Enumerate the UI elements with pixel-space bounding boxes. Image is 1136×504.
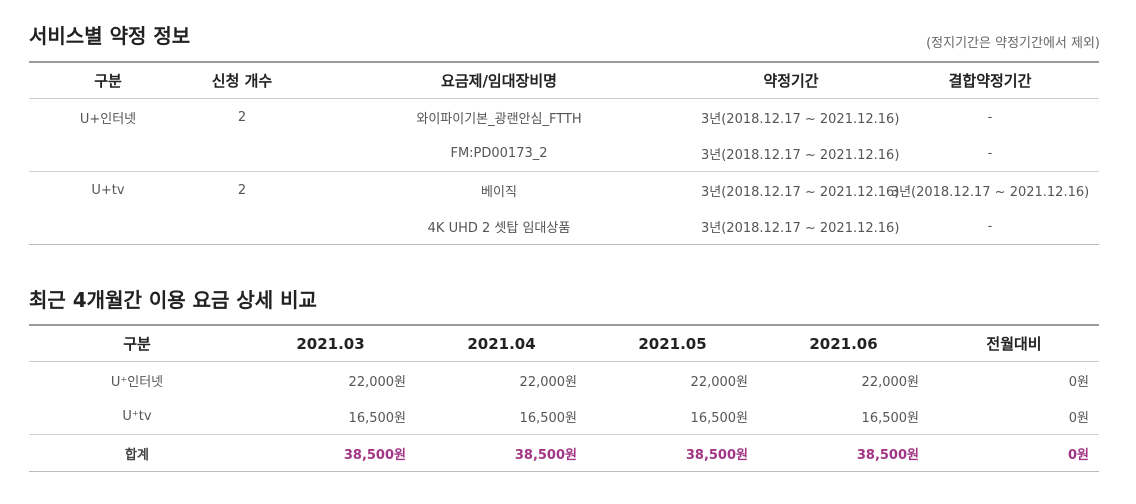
header-bundle-period: 결합약정기간: [881, 62, 1099, 99]
total-diff: 0원: [929, 434, 1099, 472]
contract-period: 3년(2018.12.17 ~ 2021.12.16): [701, 111, 900, 127]
header-category: 구분: [29, 325, 245, 362]
header-month-4: 2021.06: [758, 325, 929, 362]
table-row: U⁺인터넷 22,000원 22,000원 22,000원 22,000원 0원: [29, 362, 1099, 399]
bundle-period: -: [987, 109, 993, 125]
header-month-1: 2021.03: [245, 325, 416, 362]
service-count: [187, 135, 297, 172]
service-name: [29, 135, 187, 172]
service-name: U⁺tv: [122, 408, 152, 424]
contract-header-row: 구분 신청 개수 요금제/임대장비명 약정기간 결합약정기간: [29, 62, 1099, 99]
contract-section-title: 서비스별 약정 정보: [29, 24, 191, 48]
month-diff: 0원: [1068, 410, 1089, 426]
bundle-period: -: [881, 135, 1099, 172]
total-amount: 38,500원: [245, 434, 416, 472]
plan-name: 베이직: [481, 184, 517, 200]
total-amount: 38,500원: [587, 434, 758, 472]
month-amount: 16,500원: [348, 410, 406, 426]
total-row: 합계 38,500원 38,500원 38,500원 38,500원 0원: [29, 434, 1099, 472]
service-count: 2: [237, 109, 247, 125]
month-amount: 16,500원: [861, 410, 919, 426]
contract-period: 3년(2018.12.17 ~ 2021.12.16): [701, 184, 900, 200]
service-name: U+인터넷: [79, 111, 137, 127]
service-count: [187, 208, 297, 245]
header-count: 신청 개수: [187, 62, 297, 99]
total-label: 합계: [29, 434, 245, 472]
service-name: U+tv: [91, 182, 125, 198]
month-amount: 22,000원: [348, 374, 406, 390]
table-row: U+tv 2 베이직 3년(2018.12.17 ~ 2021.12.16) 3…: [29, 172, 1099, 209]
month-amount: 16,500원: [519, 410, 577, 426]
suspension-note: (정지기간은 약정기간에서 제외): [926, 36, 1100, 51]
service-count: 2: [237, 182, 247, 198]
contract-period: 3년(2018.12.17 ~ 2021.12.16): [701, 135, 899, 172]
service-name: U⁺인터넷: [110, 374, 164, 390]
billing-section-title: 최근 4개월간 이용 요금 상세 비교: [29, 288, 317, 312]
table-row: U⁺tv 16,500원 16,500원 16,500원 16,500원 0원: [29, 398, 1099, 435]
header-period: 약정기간: [701, 62, 881, 99]
bundle-period: -: [987, 218, 993, 234]
bundle-period: 3년(2018.12.17 ~ 2021.12.16): [890, 184, 1090, 200]
billing-header-row: 구분 2021.03 2021.04 2021.05 2021.06 전월대비: [29, 325, 1099, 362]
billing-table: 구분 2021.03 2021.04 2021.05 2021.06 전월대비 …: [29, 324, 1099, 472]
plan-name: 4K UHD 2 셋탑 임대상품: [427, 220, 571, 236]
header-month-2: 2021.04: [416, 325, 587, 362]
contract-period: 3년(2018.12.17 ~ 2021.12.16): [701, 220, 900, 236]
total-amount: 38,500원: [416, 434, 587, 472]
contract-table: 구분 신청 개수 요금제/임대장비명 약정기간 결합약정기간 U+인터넷 2 와…: [29, 61, 1099, 245]
table-row: FM:PD00173_2 3년(2018.12.17 ~ 2021.12.16)…: [29, 135, 1099, 172]
header-month-3: 2021.05: [587, 325, 758, 362]
service-name: [29, 208, 187, 245]
header-month-diff: 전월대비: [929, 325, 1099, 362]
header-category: 구분: [29, 62, 187, 99]
month-amount: 22,000원: [519, 374, 577, 390]
month-diff: 0원: [1068, 374, 1089, 390]
plan-name: FM:PD00173_2: [297, 135, 701, 172]
table-row: 4K UHD 2 셋탑 임대상품 3년(2018.12.17 ~ 2021.12…: [29, 208, 1099, 245]
month-amount: 22,000원: [861, 374, 919, 390]
total-amount: 38,500원: [758, 434, 929, 472]
month-amount: 16,500원: [690, 410, 748, 426]
plan-name: 와이파이기본_광랜안심_FTTH: [416, 111, 582, 127]
header-plan: 요금제/임대장비명: [297, 62, 701, 99]
month-amount: 22,000원: [690, 374, 748, 390]
table-row: U+인터넷 2 와이파이기본_광랜안심_FTTH 3년(2018.12.17 ~…: [29, 99, 1099, 136]
